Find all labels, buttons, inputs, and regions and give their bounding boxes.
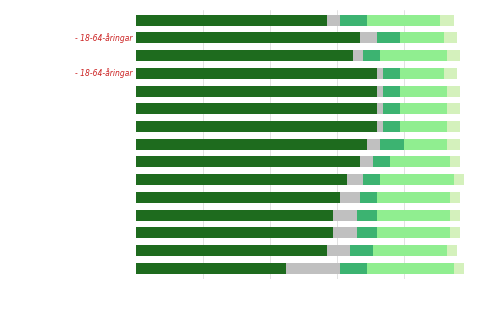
Bar <box>443 68 456 79</box>
Bar <box>346 174 363 185</box>
Bar <box>376 103 383 114</box>
Bar <box>373 245 446 256</box>
Bar <box>136 50 352 61</box>
Bar <box>359 192 376 203</box>
Bar <box>136 103 376 114</box>
Bar <box>376 210 450 221</box>
Bar <box>446 121 459 132</box>
Bar <box>376 227 450 238</box>
Bar <box>446 139 459 150</box>
Bar <box>376 121 383 132</box>
Bar <box>136 139 366 150</box>
Bar <box>136 263 286 274</box>
Bar <box>356 227 376 238</box>
Bar <box>136 68 376 79</box>
Bar <box>450 192 459 203</box>
Bar <box>443 32 456 43</box>
Bar <box>383 86 399 97</box>
Bar <box>389 157 450 167</box>
Bar <box>376 86 383 97</box>
Bar <box>339 192 359 203</box>
Bar <box>136 245 326 256</box>
Bar <box>453 174 463 185</box>
Bar <box>399 86 446 97</box>
Bar <box>366 139 379 150</box>
Bar <box>399 68 443 79</box>
Bar <box>339 15 366 26</box>
Bar <box>450 210 459 221</box>
Bar <box>446 86 459 97</box>
Bar <box>453 263 463 274</box>
Bar <box>363 50 379 61</box>
Bar <box>136 86 376 97</box>
Bar <box>326 15 339 26</box>
Bar <box>379 50 446 61</box>
Bar <box>136 174 346 185</box>
Bar <box>286 263 339 274</box>
Bar <box>136 121 376 132</box>
Bar <box>339 263 366 274</box>
Bar <box>450 227 459 238</box>
Bar <box>399 32 443 43</box>
Text: - 18-64-åringar: - 18-64-åringar <box>75 33 132 43</box>
Bar <box>363 174 379 185</box>
Bar <box>366 15 439 26</box>
Bar <box>399 103 446 114</box>
Text: - 18-64-åringar: - 18-64-åringar <box>75 68 132 78</box>
Bar <box>366 263 453 274</box>
Bar <box>349 245 373 256</box>
Bar <box>333 210 356 221</box>
Bar <box>446 50 459 61</box>
Bar <box>446 103 459 114</box>
Bar <box>352 50 363 61</box>
Bar <box>403 139 446 150</box>
Bar <box>383 103 399 114</box>
Bar <box>136 157 359 167</box>
Bar <box>136 15 326 26</box>
Bar <box>359 157 373 167</box>
Bar <box>136 32 359 43</box>
Bar <box>383 68 399 79</box>
Bar <box>136 192 339 203</box>
Bar <box>333 227 356 238</box>
Bar <box>399 121 446 132</box>
Bar <box>450 157 459 167</box>
Bar <box>376 192 450 203</box>
Bar <box>379 174 453 185</box>
Bar <box>356 210 376 221</box>
Bar <box>326 245 349 256</box>
Bar <box>359 32 376 43</box>
Bar <box>376 32 399 43</box>
Bar <box>383 121 399 132</box>
Bar <box>136 210 333 221</box>
Bar <box>446 245 456 256</box>
Bar <box>373 157 389 167</box>
Bar <box>379 139 403 150</box>
Bar <box>439 15 453 26</box>
Bar <box>136 227 333 238</box>
Bar <box>376 68 383 79</box>
